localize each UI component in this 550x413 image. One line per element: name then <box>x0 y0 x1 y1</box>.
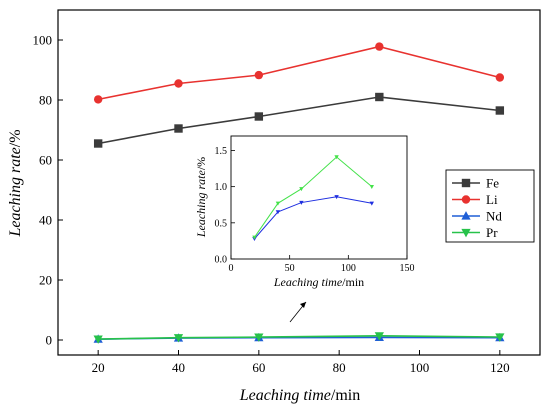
data-point-fe <box>495 106 505 115</box>
y-axis-label: Leaching rate/% <box>7 129 24 237</box>
data-point-pr <box>93 335 103 344</box>
data-point-li <box>375 42 384 51</box>
y-tick-label: 80 <box>39 93 52 108</box>
data-point-fe <box>174 124 183 133</box>
x-tick-label: 100 <box>410 360 430 375</box>
legend-marker-nd <box>461 211 471 220</box>
y-tick-label: 100 <box>33 33 53 48</box>
inset-x-tick-label: 150 <box>400 263 415 274</box>
inset-series-pr <box>252 155 374 240</box>
inset-x-tick-label: 100 <box>341 263 356 274</box>
x-tick-label: 80 <box>333 360 346 375</box>
data-point-pr <box>374 332 384 341</box>
series-fe <box>93 92 505 148</box>
inset-y-tick-label: 1.5 <box>215 146 228 157</box>
inset-y-tick-label: 0.0 <box>215 255 228 266</box>
inset-frame <box>230 135 408 260</box>
x-tick-label: 60 <box>252 360 265 375</box>
legend-marker-li <box>461 195 471 204</box>
inset-data-point-nd <box>275 210 281 215</box>
inset-x-tick-label: 50 <box>285 263 295 274</box>
inset-data-point-pr <box>299 187 304 192</box>
x-axis-label: Leaching time/min <box>239 387 360 404</box>
inset-data-point-pr <box>252 235 257 240</box>
main-plot-frame <box>57 9 541 356</box>
series-line-li <box>98 45 501 101</box>
inset-x-axis-label: Leaching time/min <box>273 275 364 289</box>
y-tick-label: 60 <box>39 153 52 168</box>
series-li <box>93 42 505 104</box>
inset-series-nd <box>252 195 374 242</box>
data-point-pr <box>173 334 184 343</box>
series-pr <box>93 332 505 344</box>
legend-label-li: Li <box>486 192 498 207</box>
inset-data-point-pr <box>334 155 339 160</box>
legend-label-fe: Fe <box>486 176 499 191</box>
data-point-li <box>93 95 103 104</box>
legend-label-pr: Pr <box>486 225 498 240</box>
y-tick-label: 0 <box>46 333 53 348</box>
inset-data-point-pr <box>275 201 281 206</box>
inset-data-point-pr <box>369 184 374 189</box>
data-point-li <box>254 70 264 80</box>
inset-pointer-arrowhead <box>300 302 306 308</box>
x-tick-label: 20 <box>92 360 105 375</box>
inset-data-point-nd <box>369 201 374 206</box>
legend-marker-fe <box>461 178 471 188</box>
inset-y-tick-label: 0.5 <box>215 218 228 229</box>
data-point-fe <box>93 139 103 148</box>
y-tick-label: 20 <box>39 273 52 288</box>
legend-marker-pr <box>461 228 471 238</box>
legend-box <box>445 169 535 243</box>
data-point-fe <box>254 112 264 121</box>
inset-y-tick-label: 1.0 <box>215 182 228 193</box>
inset-x-tick-label: 0 <box>229 263 234 274</box>
inset-y-axis-label: Leaching rate/% <box>194 157 208 238</box>
x-tick-label: 120 <box>490 360 510 375</box>
legend-label-nd: Nd <box>486 209 502 224</box>
x-tick-label: 40 <box>172 360 185 375</box>
data-point-pr <box>254 333 264 342</box>
data-point-fe <box>375 92 384 102</box>
data-point-pr <box>495 333 505 342</box>
data-point-li <box>495 73 505 82</box>
inset-data-point-nd <box>334 195 339 200</box>
y-tick-label: 40 <box>39 213 52 228</box>
data-point-li <box>174 79 183 88</box>
inset-data-point-nd <box>299 200 304 205</box>
